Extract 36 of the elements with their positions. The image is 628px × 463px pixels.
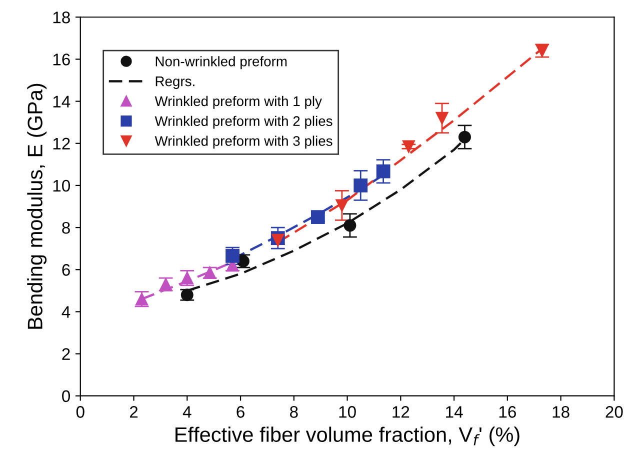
point: [436, 112, 448, 124]
y-axis-title: Bending modulus, E (GPa): [27, 84, 47, 329]
point: [344, 219, 356, 232]
y-tick-label: 18: [53, 12, 70, 24]
x-tick-label: 6: [236, 406, 244, 418]
legend-label: Wrinkled preform with 3 plies: [154, 136, 332, 149]
legend-label: Wrinkled preform with 2 plies: [154, 116, 332, 129]
point: [376, 164, 390, 178]
point: [458, 130, 471, 144]
y-tick-label: 10: [53, 180, 70, 192]
x-tick-label: 12: [392, 406, 410, 418]
x-tick-label: 0: [76, 406, 84, 418]
y-tick-label: 8: [62, 222, 70, 234]
x-tick-label: 4: [182, 406, 192, 418]
x-tick-label: 2: [130, 406, 138, 418]
x-tick-label: 14: [446, 406, 463, 418]
x-tick-label: 10: [339, 406, 356, 418]
point: [354, 178, 368, 192]
y-tick-label: 16: [53, 54, 70, 66]
x-tick-label: 16: [499, 406, 516, 418]
y-tick-label: 2: [62, 348, 70, 360]
legend-label: Non-wrinkled preform: [156, 56, 287, 70]
x-axis-title: Effective fiber volume fraction, V$_{f}$' (%): [176, 426, 520, 446]
x-tick-label: 8: [290, 406, 298, 418]
y-tick-label: 14: [53, 96, 70, 108]
point: [336, 199, 348, 212]
y-tick-label: 0: [62, 390, 70, 402]
x-tick-label: 20: [606, 406, 623, 418]
y-tick-label: 12: [53, 138, 70, 150]
x-tick-label: 18: [552, 406, 570, 418]
y-tick-label: 6: [62, 264, 70, 276]
legend-label: Regrs.: [156, 76, 194, 89]
legend-label: Wrinkled preform with 1 ply: [154, 96, 322, 109]
y-tick-label: 4: [62, 306, 70, 318]
point: [402, 140, 415, 153]
point: [310, 210, 325, 224]
